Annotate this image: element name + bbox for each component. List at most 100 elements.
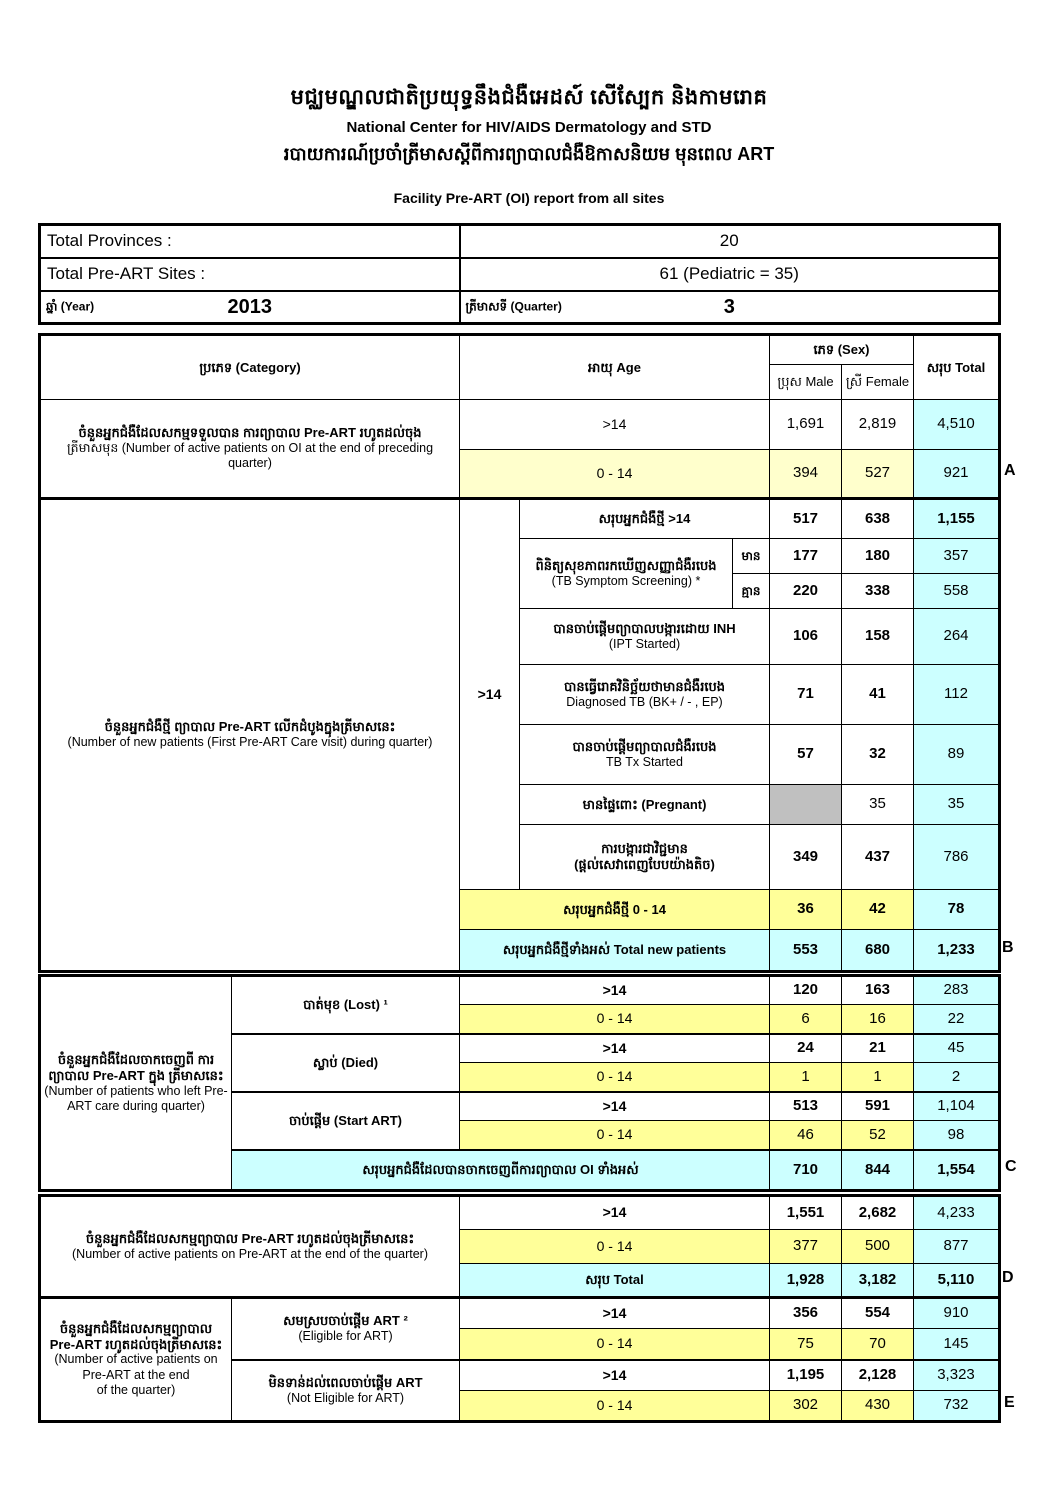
positive-prevention-label-khmer2: (ផ្តល់សេវាពេញបែបយ៉ាងតិច) [574, 857, 715, 872]
age-label: >14 [459, 399, 770, 450]
section-marker-e: E [1004, 1394, 1015, 1411]
section-a-table: ប្រភេទ (Category) អាយុ Age ភេទ (Sex) សរុ… [38, 333, 1001, 500]
male-value: 377 [769, 1229, 842, 1264]
total-value: 1,233 [913, 929, 1000, 972]
total-value: 1,554 [913, 1148, 1000, 1191]
male-value: 46 [769, 1120, 842, 1150]
total-value: 786 [913, 824, 1000, 890]
female-value: 2,128 [841, 1358, 914, 1391]
total-sites-label: Total Pre-ART Sites : [38, 256, 461, 292]
male-value: 356 [769, 1297, 842, 1329]
row-label-pregnant: មានផ្ទៃពោះ (Pregnant) [519, 784, 770, 825]
section-e-label-english1: (Number of active patients on [54, 1352, 218, 1367]
section-d-table: ចំនួនអ្នកជំងឺដែលសកម្មព្យាបាល Pre-ART រហូ… [38, 1194, 1001, 1299]
total-value: 89 [913, 724, 1000, 785]
female-value: 158 [841, 608, 914, 665]
age-label: >14 [459, 1195, 770, 1230]
pregnant-male-blocked-cell [769, 784, 842, 825]
male-value: 36 [769, 889, 842, 930]
row-label-summary-under14: សរុបអ្នកជំងឺថ្មី 0 - 14 [459, 889, 770, 930]
total-value: 35 [913, 784, 1000, 825]
total-value: 1,104 [913, 1090, 1000, 1121]
ipt-label-khmer: បានចាប់ផ្ដើមព្យាបាលបង្ការដោយ INH [553, 620, 736, 636]
section-c-table: ចំនួនអ្នកជំងឺដែលចាកចេញពី ការព្យាបាល Pre-… [38, 974, 1001, 1192]
org-name-khmer: មជ្ឈមណ្ឌលជាតិប្រយុទ្ធនឹងជំងឺអេដស៍ សើស្បែ… [290, 86, 768, 109]
female-value: 21 [841, 1032, 914, 1063]
age-group-label: >14 [459, 498, 520, 890]
female-value: 680 [841, 929, 914, 972]
tb-tx-label-english: TB Tx Started [606, 754, 683, 769]
tb-yes-tag: មាន [732, 538, 770, 574]
male-value: 394 [769, 449, 842, 499]
section-marker-c: C [1005, 1158, 1017, 1175]
section-e-category: ចំនួនអ្នកជំងឺដែលសកម្មព្យាបាល Pre-ART រហូ… [39, 1297, 232, 1422]
total-value: 112 [913, 664, 1000, 725]
female-value: 70 [841, 1328, 914, 1360]
quarter-value: 3 [723, 295, 735, 318]
female-value: 35 [841, 784, 914, 825]
male-value: 349 [769, 824, 842, 890]
age-label: >14 [459, 975, 770, 1005]
positive-prevention-label-khmer: ការបង្ការជាវិជ្ជមាន [601, 841, 688, 857]
row-label-total-left-oi: សរុបអ្នកជំងឺដែលបានចាកចេញពីការព្យាបាល OI … [231, 1148, 770, 1191]
age-label: 0 - 14 [459, 1120, 770, 1150]
tb-no-tag: គ្មាន [732, 573, 770, 609]
section-d-label-khmer: ចំនួនអ្នកជំងឺដែលសកម្មព្យាបាល Pre-ART រហូ… [85, 1230, 415, 1246]
row-label-summary-over14: សរុបអ្នកជំងឺថ្មី >14 [519, 498, 770, 539]
not-eligible-label-khmer: មិនទាន់ដល់ពេលចាប់ផ្ដើម ART [268, 1374, 423, 1390]
row-label-total-active: សរុប Total [459, 1263, 770, 1298]
total-value: 2 [913, 1062, 1000, 1092]
row-label-lost: បាត់មុខ (Lost) ¹ [231, 975, 460, 1034]
row-label-positive-prevention: ការបង្ការជាវិជ្ជមាន (ផ្តល់សេវាពេញបែបយ៉ាង… [519, 824, 770, 890]
section-b-table: ចំនួនអ្នកជំងឺថ្មី ព្យាបាល Pre-ART លើកដំប… [38, 497, 1001, 973]
age-label: 0 - 14 [459, 1229, 770, 1264]
female-value: 591 [841, 1090, 914, 1121]
quarter-label: ត្រីមាសទី (Quarter) [465, 299, 562, 314]
male-value: 1,691 [769, 399, 842, 450]
section-marker-b: B [1002, 939, 1014, 956]
tb-screening-label-english: (TB Symptom Screening) * [551, 573, 701, 588]
section-marker-a: A [1004, 462, 1016, 479]
eligible-label-english: (Eligible for ART) [298, 1329, 393, 1344]
row-label-not-eligible: មិនទាន់ដល់ពេលចាប់ផ្ដើម ART (Not Eligible… [231, 1358, 460, 1422]
total-value: 264 [913, 608, 1000, 665]
section-d-category: ចំនួនអ្នកជំងឺដែលសកម្មព្យាបាល Pre-ART រហូ… [39, 1195, 460, 1298]
total-value: 78 [913, 889, 1000, 930]
male-value: 1,928 [769, 1263, 842, 1298]
male-value: 177 [769, 538, 842, 574]
col-header-total: សរុប Total [913, 334, 1000, 400]
female-value: 52 [841, 1120, 914, 1150]
row-label-died: ស្លាប់ (Died) [231, 1032, 460, 1092]
female-value: 527 [841, 449, 914, 499]
tb-screening-label-khmer: ពិនិត្យសុខភាពរកឃើញសញ្ញាជំងឺរបេង [535, 557, 717, 573]
section-e-label-khmer2: Pre-ART រហូតដល់ចុងត្រីមាសនេះ [49, 1336, 223, 1352]
total-value: 5,110 [913, 1263, 1000, 1298]
male-value: 24 [769, 1032, 842, 1063]
total-value: 45 [913, 1032, 1000, 1063]
org-name-english: National Center for HIV/AIDS Dermatology… [346, 119, 712, 136]
diagnosed-tb-label-english: Diagnosed TB (BK+ / - , EP) [566, 694, 723, 709]
report-title-khmer: របាយការណ៍ប្រចាំត្រីមាសស្តីពីការព្យាបាលជំ… [283, 144, 775, 164]
female-value: 437 [841, 824, 914, 890]
section-e-table: ចំនួនអ្នកជំងឺដែលសកម្មព្យាបាល Pre-ART រហូ… [38, 1296, 1001, 1423]
total-value: 3,323 [913, 1358, 1000, 1391]
section-c-label-khmer: ចំនួនអ្នកជំងឺដែលចាកចេញពី ការព្យាបាល Pre-… [48, 1051, 224, 1083]
male-value: 1 [769, 1062, 842, 1092]
total-value: 98 [913, 1120, 1000, 1150]
female-value: 2,819 [841, 399, 914, 450]
section-e-label-english3: of the quarter) [96, 1382, 176, 1397]
female-value: 163 [841, 975, 914, 1005]
male-value: 120 [769, 975, 842, 1005]
total-value: 283 [913, 975, 1000, 1005]
section-b-label-khmer: ចំនួនអ្នកជំងឺថ្មី ព្យាបាល Pre-ART លើកដំប… [104, 719, 396, 735]
col-header-sex: ភេទ (Sex) [769, 334, 914, 365]
total-value: 357 [913, 538, 1000, 574]
section-e-label-khmer1: ចំនួនអ្នកជំងឺដែលសកម្មព្យាបាល [59, 1320, 213, 1336]
male-value: 71 [769, 664, 842, 725]
male-value: 302 [769, 1390, 842, 1422]
section-a-category: ចំនួនអ្នកជំងឺដែលសកម្មទទួលបាន ការព្យាបាល … [39, 399, 460, 499]
age-label: 0 - 14 [459, 1062, 770, 1092]
row-label-diagnosed-tb: បានធ្វើរោគវិនិច្ឆ័យថាមានជំងឺរបេង Diagnos… [519, 664, 770, 725]
male-value: 1,195 [769, 1358, 842, 1391]
female-value: 41 [841, 664, 914, 725]
